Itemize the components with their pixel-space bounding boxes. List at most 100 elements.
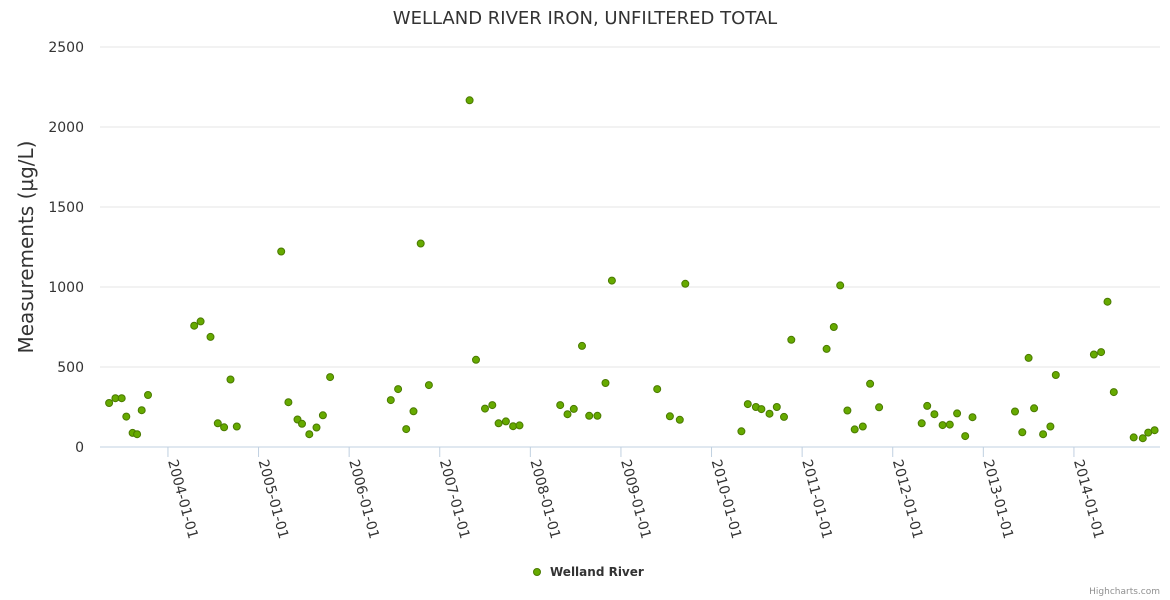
data-point[interactable] [822, 344, 831, 353]
credits-link[interactable]: Highcharts.com [1089, 587, 1160, 597]
legend-item-welland-river[interactable]: Welland River [550, 565, 644, 579]
data-point[interactable] [1103, 297, 1112, 306]
data-point[interactable] [213, 419, 222, 428]
data-point[interactable] [968, 413, 977, 422]
data-point[interactable] [1024, 353, 1033, 362]
data-point[interactable] [850, 425, 859, 434]
data-point[interactable] [765, 409, 774, 418]
data-point[interactable] [402, 425, 411, 434]
x-tick-label: 2007-01-01 [436, 458, 473, 541]
data-point[interactable] [1138, 434, 1147, 443]
data-point[interactable] [665, 412, 674, 421]
data-point[interactable] [917, 419, 926, 428]
data-point[interactable] [515, 421, 524, 430]
data-point[interactable] [757, 405, 766, 414]
data-point[interactable] [569, 404, 578, 413]
data-point[interactable] [481, 404, 489, 413]
data-point[interactable] [585, 411, 594, 420]
data-point[interactable] [945, 420, 954, 429]
data-point[interactable] [416, 239, 425, 248]
data-point[interactable] [843, 406, 852, 415]
y-tick-label: 500 [57, 360, 84, 376]
data-point[interactable] [206, 332, 215, 341]
data-point[interactable] [318, 411, 327, 420]
data-point[interactable] [465, 96, 474, 105]
data-point[interactable] [675, 415, 684, 424]
data-point[interactable] [409, 407, 418, 416]
data-point[interactable] [787, 335, 796, 344]
data-point[interactable] [1039, 430, 1048, 439]
data-point[interactable] [386, 396, 395, 405]
data-point[interactable] [196, 317, 205, 326]
data-point[interactable] [122, 412, 131, 421]
data-point[interactable] [1109, 388, 1118, 397]
data-point[interactable] [394, 385, 403, 394]
data-point[interactable] [607, 276, 616, 285]
data-point[interactable] [472, 355, 480, 364]
data-point[interactable] [1129, 433, 1138, 442]
x-tick-label: 2005-01-01 [255, 458, 292, 541]
y-tick-label: 1000 [48, 280, 84, 296]
data-point[interactable] [190, 321, 199, 330]
data-point[interactable] [743, 400, 752, 409]
data-point[interactable] [593, 411, 602, 420]
y-tick-label: 2000 [48, 120, 84, 136]
data-point[interactable] [137, 406, 146, 415]
legend-marker-icon[interactable] [533, 568, 541, 576]
data-point[interactable] [1018, 428, 1027, 437]
data-point[interactable] [117, 394, 126, 403]
data-point[interactable] [866, 379, 875, 388]
y-tick-label: 2500 [48, 40, 84, 56]
data-point[interactable] [930, 410, 939, 419]
data-point[interactable] [772, 403, 781, 411]
x-tick-label: 2013-01-01 [979, 458, 1016, 541]
data-point[interactable] [424, 381, 433, 390]
x-tick-label: 2014-01-01 [1070, 458, 1107, 541]
data-point[interactable] [737, 427, 746, 436]
data-point[interactable] [1051, 371, 1060, 379]
data-point[interactable] [488, 401, 497, 410]
data-point[interactable] [232, 422, 241, 431]
data-point[interactable] [1030, 404, 1039, 413]
data-point[interactable] [601, 379, 610, 387]
chart-title: WELLAND RIVER IRON, UNFILTERED TOTAL [393, 8, 777, 29]
data-point[interactable] [501, 417, 510, 426]
data-point[interactable] [298, 419, 306, 428]
x-tick-label: 2010-01-01 [708, 458, 745, 541]
data-point[interactable] [284, 398, 293, 407]
data-point[interactable] [105, 399, 114, 407]
data-point[interactable] [875, 403, 884, 412]
data-point[interactable] [494, 419, 503, 428]
y-tick-label: 0 [75, 440, 84, 456]
data-point[interactable] [556, 401, 565, 410]
data-point[interactable] [305, 430, 314, 439]
data-point[interactable] [226, 375, 235, 384]
data-point[interactable] [1089, 350, 1098, 359]
data-point[interactable] [312, 423, 321, 432]
legend[interactable]: Welland River [533, 565, 644, 579]
data-point[interactable] [923, 401, 932, 410]
data-point[interactable] [133, 430, 142, 439]
data-point[interactable] [858, 422, 867, 431]
data-point[interactable] [578, 341, 586, 350]
data-point[interactable] [953, 409, 962, 418]
data-point[interactable] [1150, 426, 1159, 435]
data-point[interactable] [144, 391, 152, 399]
data-point[interactable] [326, 373, 335, 382]
data-point[interactable] [277, 247, 286, 256]
data-point[interactable] [780, 412, 788, 421]
data-point[interactable] [836, 281, 845, 290]
data-point[interactable] [829, 323, 838, 331]
data-point[interactable] [961, 432, 970, 441]
data-point[interactable] [509, 422, 518, 431]
data-point[interactable] [938, 421, 947, 430]
data-point[interactable] [1097, 348, 1106, 357]
data-point[interactable] [653, 385, 662, 394]
data-point[interactable] [681, 279, 690, 288]
data-point[interactable] [563, 410, 572, 419]
data-point[interactable] [1046, 422, 1055, 431]
data-point[interactable] [1011, 407, 1019, 416]
data-point[interactable] [220, 423, 229, 432]
